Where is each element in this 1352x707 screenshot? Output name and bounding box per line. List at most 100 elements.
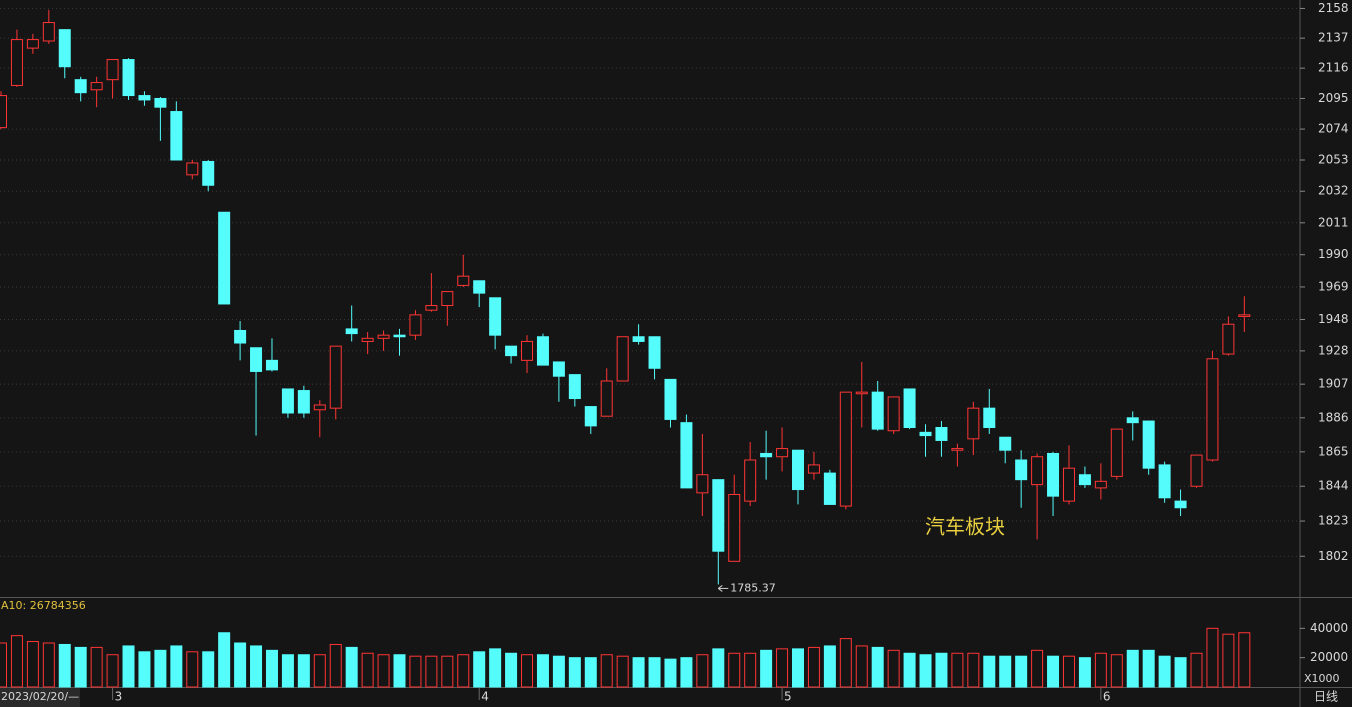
volume-bar [202,651,215,688]
y-tick-label: 1844 [1318,479,1349,493]
volume-bar [664,658,677,688]
y-tick-label: 40000 [1310,621,1348,635]
volume-bar [154,649,167,688]
volume-bar [377,654,390,688]
candle-body [90,82,103,91]
volume-bar [409,655,422,688]
volume-unit: X1000 [1304,672,1340,685]
candle-body [584,406,597,427]
candle-body [122,59,135,97]
candle-body [313,404,326,411]
candle-body [345,328,358,335]
volume-bar [425,655,438,688]
y-tick-label: 2137 [1318,31,1349,45]
volume-bar [967,652,980,688]
volume-bar [1031,649,1044,688]
candle-body [839,391,852,507]
candle-body [106,59,119,81]
candle-body [377,334,390,339]
candle-body [776,448,789,458]
volume-bar [568,657,581,688]
y-tick-label: 1990 [1318,247,1349,261]
volume-bar [281,654,294,688]
volume-bar [106,654,119,688]
y-tick-label: 1823 [1318,514,1349,528]
candle-body [728,493,741,562]
x-tick-label: 4 [481,690,489,704]
candle-body [967,407,980,440]
x-label-box [0,688,80,707]
candle-body [1142,420,1155,469]
candle-body [26,39,39,49]
volume-bar [138,651,151,688]
candle-body [935,426,948,441]
period-label[interactable]: 日线 [1314,690,1338,704]
chart-title: 汽车板块 [925,515,1005,539]
volume-bar [728,652,741,688]
candle-body [823,472,836,505]
volume-bar [1078,657,1091,688]
y-tick-label: 2116 [1318,61,1349,75]
candle-body [473,280,486,294]
volume-bar [122,645,135,688]
candle-body [74,79,87,94]
candle-body [521,340,534,361]
volume-bar [186,651,199,688]
candle-body [648,336,661,369]
candle-body [361,337,374,342]
volume-bar [361,652,374,688]
candle-body [489,297,502,336]
candle-body [999,436,1012,451]
candle-body [1094,480,1107,489]
candle-body [600,380,613,417]
volume-bar [887,649,900,688]
candle-body [983,407,996,428]
y-tick-label: 1907 [1318,377,1349,391]
volume-bar [1158,655,1171,688]
candle-body [712,479,725,552]
min-label: 1785.37 [730,581,776,594]
volume-bar [744,652,757,688]
candle-body [409,314,422,336]
candle-body [42,22,55,42]
candle-body [807,464,820,474]
volume-bar [297,654,310,688]
x-tick-label: 5 [784,690,792,704]
candle-body [154,97,167,108]
volume-bar [0,642,7,688]
volume-bar [600,654,613,688]
y-tick-label: 2158 [1318,1,1349,15]
volume-bar [42,642,55,688]
y-tick-label: 1865 [1318,444,1349,458]
candle-body [1158,464,1171,499]
volume-bar [26,641,39,688]
volume-bar [218,632,231,688]
candle-body [696,474,709,494]
volume-bar [74,646,87,688]
x-tick-label: 3 [115,690,123,704]
candle-body [680,422,693,489]
volume-bar [265,649,278,688]
candle-body [616,336,629,382]
candle-body [1126,417,1139,424]
candle-body [1078,474,1091,486]
volume-bar [903,652,916,688]
candle-body [1222,323,1235,355]
volume-bar [1015,655,1028,688]
volume-bar [807,646,820,688]
candle-body [951,448,964,451]
volume-bar [1126,649,1139,688]
volume-bar [1062,655,1075,688]
volume-bar [1110,654,1123,688]
candle-body [0,95,7,129]
volume-bar [616,655,629,688]
candle-body [393,334,406,338]
volume-bar [393,654,406,688]
volume-bar [1190,652,1203,688]
candle-body [760,452,773,458]
candle-body [218,211,231,305]
volume-bar [489,648,502,688]
